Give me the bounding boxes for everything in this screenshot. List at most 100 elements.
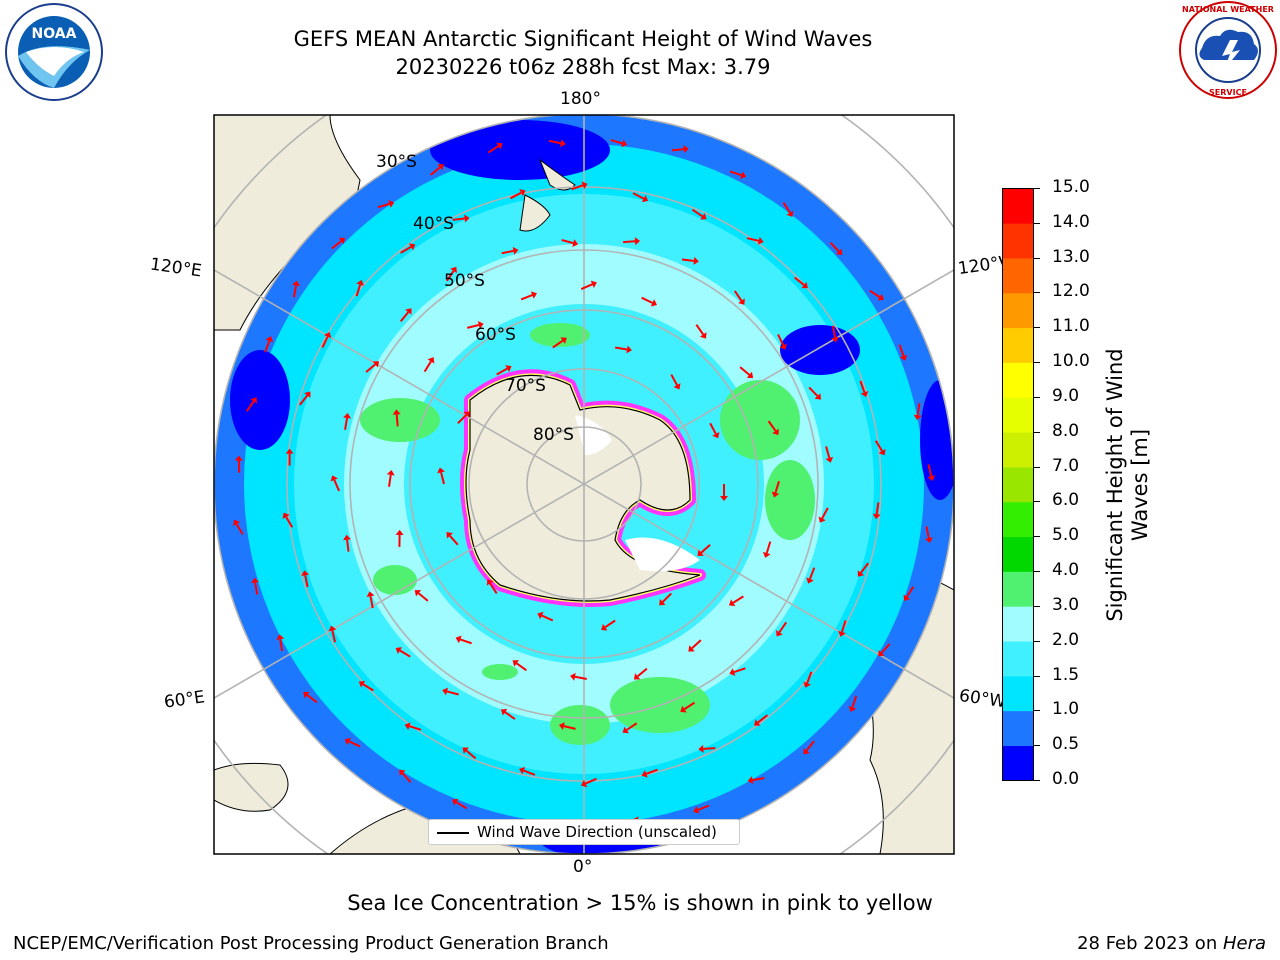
wave-direction-arrow-head — [399, 769, 406, 776]
colorbar-tick-label: 7.0 — [1052, 455, 1080, 476]
wave-direction-arrow-head — [720, 496, 728, 501]
wave-direction-arrow-head — [650, 299, 657, 307]
wave-direction-arrow-head — [338, 237, 346, 245]
wave-direction-arrow-head — [878, 448, 886, 456]
wave-direction-arrow-head — [250, 397, 257, 404]
wave-direction-arrow-shaft — [548, 139, 561, 145]
wave-direction-arrow-head — [699, 332, 707, 339]
wave-direction-arrow-head — [860, 390, 869, 398]
wave-direction-arrow-shaft — [860, 562, 869, 574]
wave-direction-arrow-head — [641, 770, 648, 778]
footer-credit: NCEP/EMC/Verification Post Processing Pr… — [13, 933, 609, 954]
colorbar-tick-mark — [1034, 571, 1040, 573]
map-legend: Wind Wave Direction (unscaled) — [428, 819, 740, 845]
wave-direction-arrow-shaft — [681, 258, 695, 262]
wave-direction-arrow-shaft — [671, 148, 684, 152]
wave-direction-arrow-shaft — [446, 690, 459, 696]
wave-direction-arrow-shaft — [874, 440, 883, 452]
colorbar-tick-label: 1.5 — [1052, 664, 1080, 685]
colorbar-tick-label: 10.0 — [1052, 351, 1090, 372]
colorbar-tick-label: 15.0 — [1052, 177, 1090, 197]
wave-direction-arrow-shaft — [457, 414, 468, 424]
colorbar-segment — [1002, 571, 1034, 607]
wave-direction-arrow-shaft — [388, 474, 392, 487]
wave-direction-arrow-shaft — [927, 464, 933, 477]
wave-direction-arrow-shaft — [825, 446, 831, 459]
wave-direction-arrow-head — [265, 336, 274, 343]
wave-direction-arrow-shaft — [729, 170, 742, 177]
wave-direction-arrow-head — [831, 336, 839, 343]
wave-direction-arrow-shaft — [377, 202, 390, 209]
colorbar-tick-label: 9.0 — [1052, 385, 1080, 406]
wave-direction-arrow-head — [776, 629, 783, 637]
wave-direction-arrow-shaft — [623, 240, 636, 244]
colorbar-segment — [1002, 362, 1034, 398]
wave-direction-arrow-shaft — [645, 768, 658, 775]
map-subtitle: 20230226 t06z 288h fcst Max: 3.79 — [395, 55, 771, 79]
wave-direction-arrow-head — [372, 361, 380, 368]
wave-direction-arrow-shaft — [563, 725, 576, 730]
colorbar-segment — [1002, 397, 1034, 433]
wave-direction-arrow-head — [698, 744, 704, 753]
wave-direction-arrow-head — [626, 345, 632, 354]
wave-direction-arrow-shaft — [683, 701, 696, 710]
antarctica-land — [465, 374, 701, 602]
colorbar-segment — [1002, 258, 1034, 294]
wave-direction-arrow-shaft — [430, 166, 441, 176]
wave-direction-arrow-shaft — [487, 145, 499, 154]
wave-direction-arrow-shaft — [400, 246, 412, 254]
wave-direction-arrow-shaft — [321, 336, 329, 348]
wave-direction-arrow-head — [330, 475, 338, 482]
wave-direction-arrow-shaft — [285, 516, 294, 528]
colorbar-tick-label: 6.0 — [1052, 490, 1080, 511]
colorbar-segment — [1002, 432, 1034, 468]
wave-direction-arrow-shaft — [331, 630, 336, 643]
wave-direction-arrow-shaft — [880, 643, 891, 654]
wave-direction-arrow-head — [779, 343, 787, 350]
wave-direction-arrow-head — [738, 298, 745, 305]
wave-direction-arrow-shaft — [829, 241, 840, 253]
wave-direction-arrow-head — [927, 475, 936, 481]
wave-direction-arrow-head — [251, 577, 260, 584]
colorbar-segment — [1002, 745, 1034, 781]
wave-direction-arrow-head — [762, 551, 771, 558]
wave-direction-arrow-head — [803, 748, 810, 755]
wave-direction-arrow-shaft — [561, 239, 574, 245]
wave-direction-arrow-head — [343, 413, 351, 419]
lat-label-40s: 40°S — [413, 214, 454, 234]
wave-direction-arrow-head — [234, 455, 243, 461]
wave-direction-arrow-head — [848, 706, 857, 713]
colorbar-tick-mark — [1034, 188, 1040, 189]
colorbar-segment — [1002, 536, 1034, 572]
wave-direction-arrow-head — [771, 491, 780, 498]
wave-direction-arrow-shaft — [440, 472, 445, 485]
wave-direction-arrow-shaft — [348, 740, 361, 748]
wave-direction-arrow-head — [455, 635, 462, 644]
colorbar-segment — [1002, 223, 1034, 259]
low-wave-patch — [230, 350, 290, 450]
wave-direction-arrow-head — [772, 428, 779, 435]
wave-direction-arrow-shaft — [409, 725, 422, 731]
wave-direction-arrow-head — [786, 210, 794, 217]
wave-direction-arrow-head — [712, 431, 720, 439]
wave-direction-arrow-shaft — [520, 294, 533, 301]
wave-direction-arrow-head — [505, 365, 512, 373]
wave-direction-arrow-head — [512, 246, 519, 255]
colorbar-segment — [1002, 641, 1034, 677]
footer-date-text: 28 Feb 2023 on — [1077, 933, 1223, 954]
wave-direction-arrow-head — [452, 798, 459, 806]
lat-label-30s: 30°S — [376, 152, 417, 172]
wave-direction-arrow-head — [693, 256, 699, 265]
wave-direction-arrow-head — [392, 409, 401, 415]
wave-3m-patch — [482, 664, 518, 680]
wave-direction-arrow-head — [825, 456, 834, 463]
wave-direction-arrow-shaft — [455, 801, 468, 810]
wave-direction-arrow-shaft — [831, 325, 837, 338]
wave-direction-arrow-shaft — [465, 749, 477, 760]
wave-direction-arrow-shaft — [733, 667, 746, 674]
wave-direction-arrow-shaft — [446, 270, 455, 282]
wave-direction-arrow-head — [697, 549, 704, 557]
wave-direction-arrow-shaft — [459, 638, 472, 645]
wave-direction-arrow-head — [343, 534, 352, 541]
wave-direction-arrow-shaft — [626, 722, 638, 731]
